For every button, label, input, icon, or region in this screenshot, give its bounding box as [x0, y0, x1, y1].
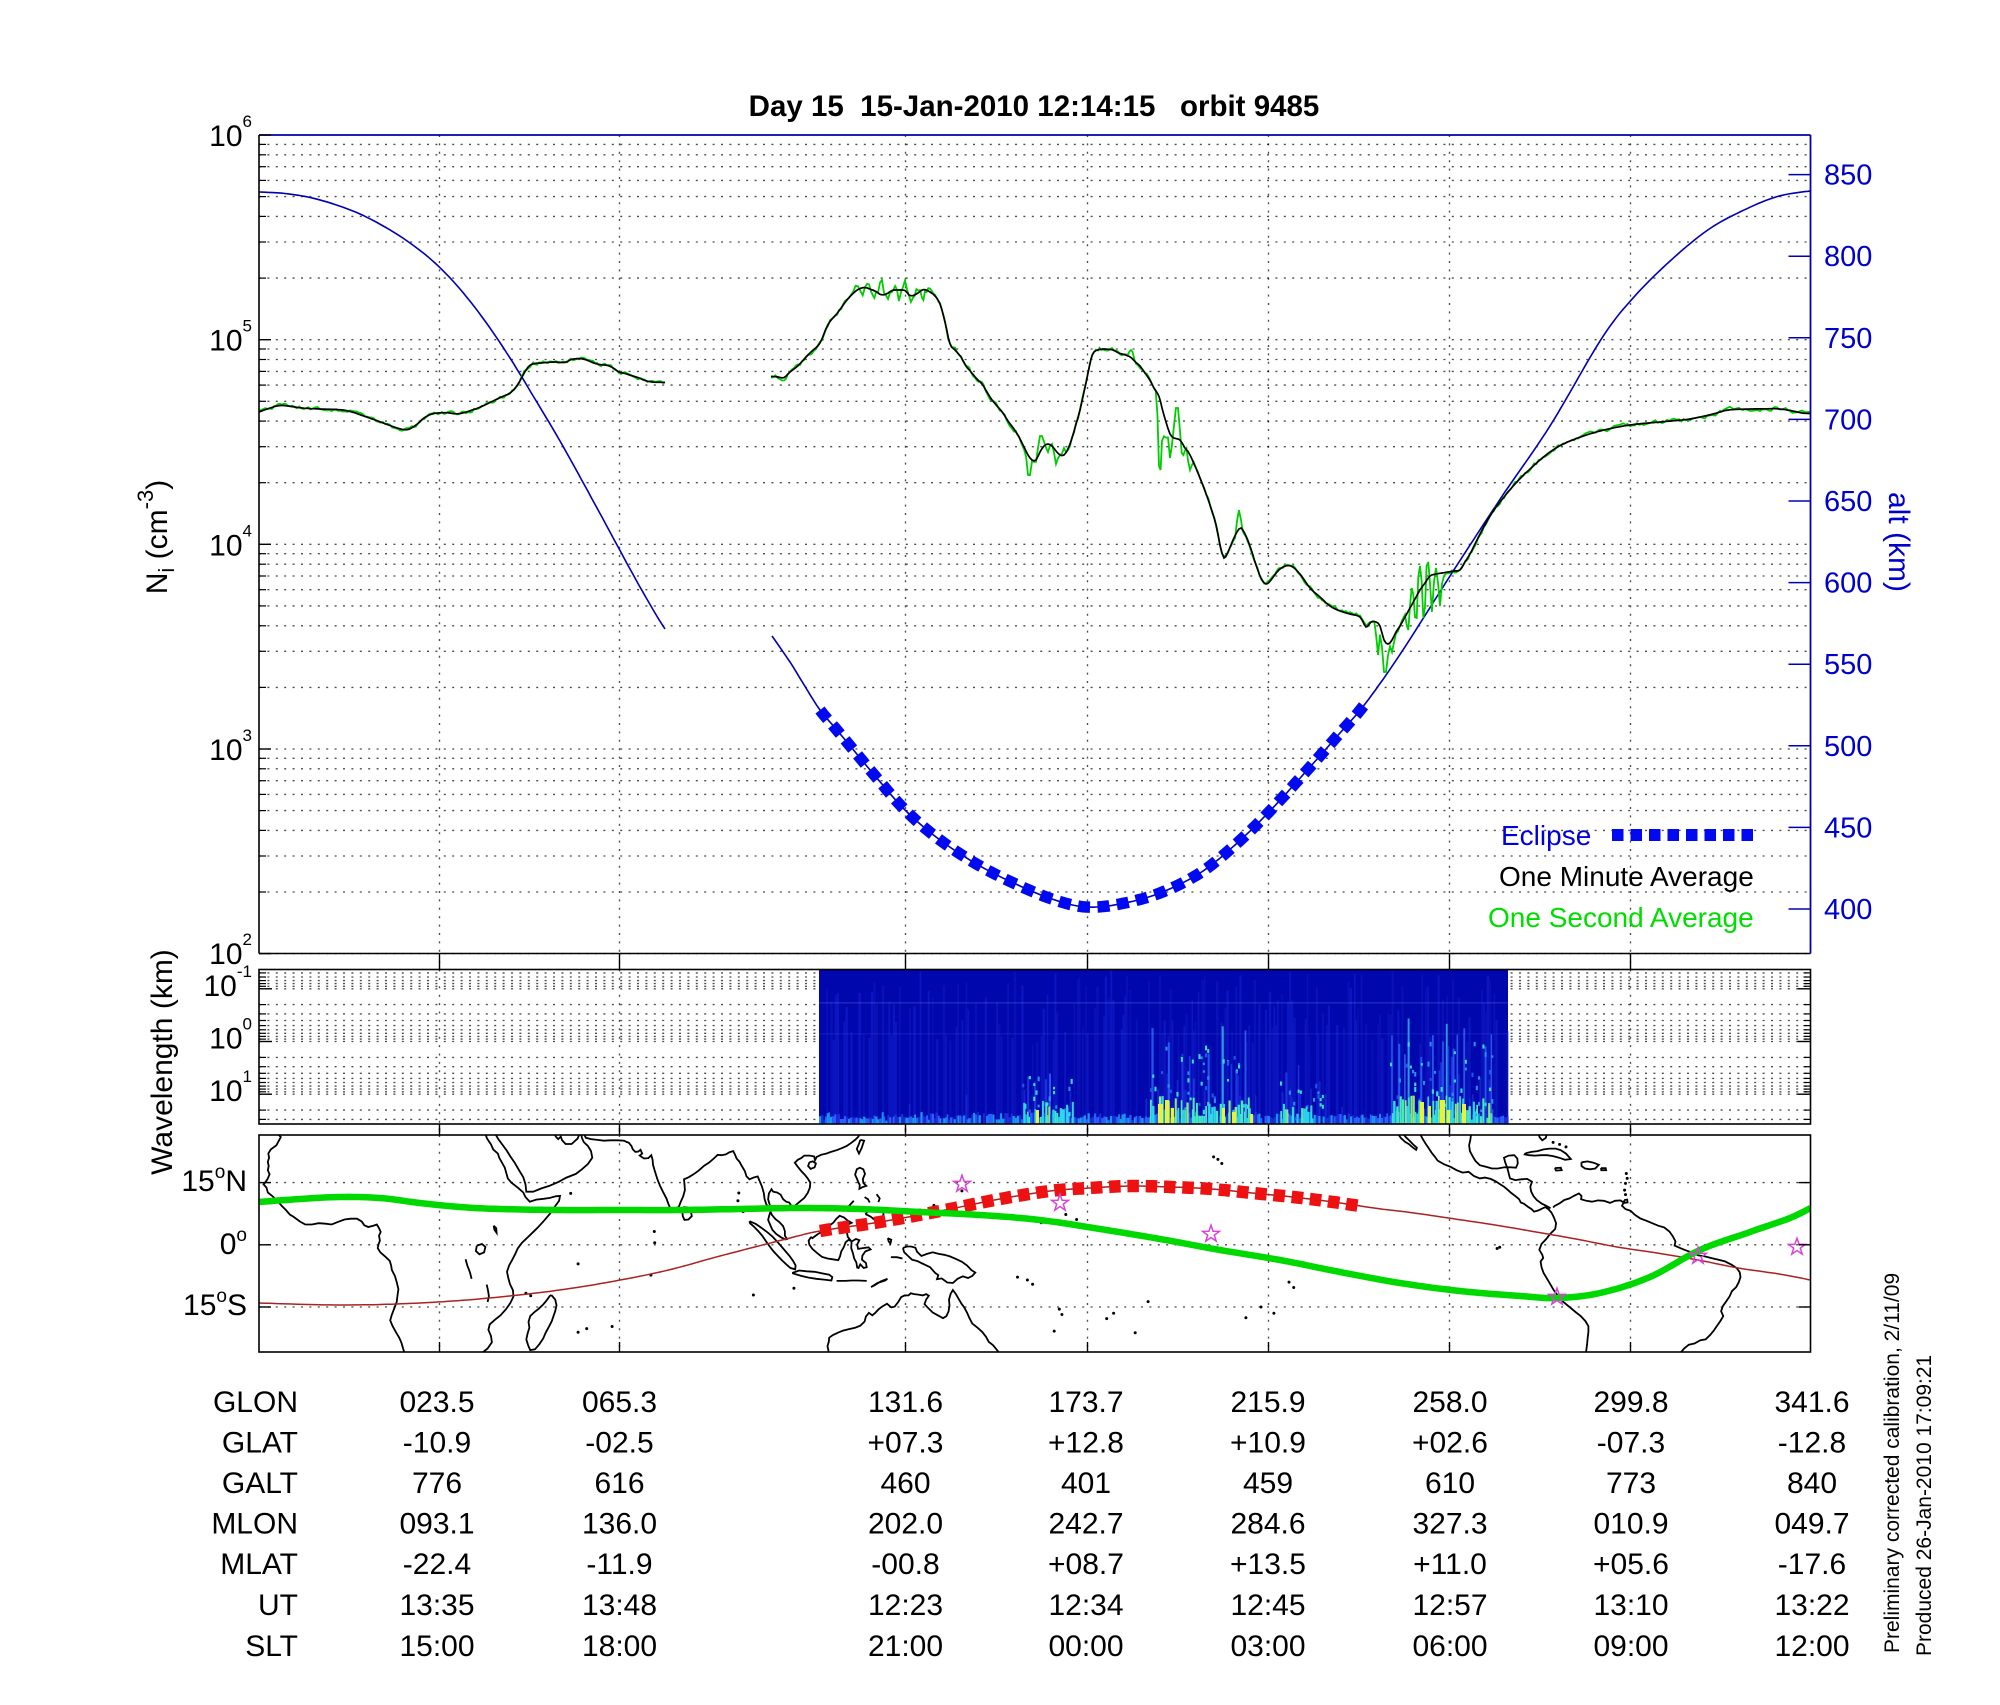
svg-text:00:00: 00:00 [1048, 1630, 1123, 1663]
svg-text:258.0: 258.0 [1412, 1386, 1487, 1419]
svg-text:SLT: SLT [245, 1630, 298, 1663]
svg-text:136.0: 136.0 [582, 1508, 657, 1541]
svg-text:15:00: 15:00 [399, 1630, 474, 1663]
svg-text:500: 500 [1824, 731, 1872, 763]
svg-text:750: 750 [1824, 323, 1872, 355]
svg-text:450: 450 [1824, 812, 1872, 844]
svg-text:400: 400 [1824, 894, 1872, 926]
svg-text:alt (km): alt (km) [1882, 492, 1915, 592]
svg-text:+11.0: +11.0 [1413, 1548, 1487, 1581]
svg-text:650: 650 [1824, 486, 1872, 518]
svg-text:15oN: 15oN [181, 1162, 247, 1198]
svg-text:202.0: 202.0 [868, 1508, 943, 1541]
svg-text:173.7: 173.7 [1048, 1386, 1123, 1419]
svg-text:610: 610 [1425, 1467, 1475, 1500]
svg-text:776: 776 [412, 1467, 462, 1500]
svg-text:+10.9: +10.9 [1230, 1427, 1306, 1460]
svg-text:-12.8: -12.8 [1778, 1427, 1846, 1460]
svg-text:700: 700 [1824, 404, 1872, 436]
svg-text:773: 773 [1606, 1467, 1656, 1500]
svg-text:21:00: 21:00 [868, 1630, 943, 1663]
svg-text:023.5: 023.5 [399, 1386, 474, 1419]
svg-text:MLAT: MLAT [220, 1548, 298, 1581]
svg-text:13:22: 13:22 [1774, 1589, 1849, 1622]
svg-text:-10.9: -10.9 [403, 1427, 471, 1460]
svg-text:093.1: 093.1 [399, 1508, 474, 1541]
svg-text:850: 850 [1824, 160, 1872, 192]
svg-text:+02.6: +02.6 [1412, 1427, 1488, 1460]
svg-text:327.3: 327.3 [1412, 1508, 1487, 1541]
svg-text:One Minute Average: One Minute Average [1499, 861, 1754, 892]
svg-text:-07.3: -07.3 [1597, 1427, 1665, 1460]
svg-text:065.3: 065.3 [582, 1386, 657, 1419]
svg-text:GLAT: GLAT [222, 1427, 298, 1460]
svg-text:06:00: 06:00 [1412, 1630, 1487, 1663]
svg-text:MLON: MLON [211, 1508, 298, 1541]
svg-text:+13.5: +13.5 [1230, 1548, 1306, 1581]
svg-text:Wavelength (km): Wavelength (km) [146, 949, 179, 1175]
svg-text:242.7: 242.7 [1048, 1508, 1123, 1541]
svg-text:+08.7: +08.7 [1048, 1548, 1124, 1581]
svg-text:13:35: 13:35 [399, 1589, 474, 1622]
svg-text:UT: UT [258, 1589, 298, 1622]
svg-text:-17.6: -17.6 [1778, 1548, 1846, 1581]
svg-text:+12.8: +12.8 [1048, 1427, 1124, 1460]
svg-text:299.8: 299.8 [1593, 1386, 1668, 1419]
svg-text:12:34: 12:34 [1048, 1589, 1123, 1622]
svg-text:-11.9: -11.9 [586, 1548, 652, 1581]
svg-text:15oS: 15oS [183, 1286, 247, 1322]
svg-text:284.6: 284.6 [1230, 1508, 1305, 1541]
svg-text:12:00: 12:00 [1774, 1630, 1849, 1663]
svg-text:010.9: 010.9 [1593, 1508, 1668, 1541]
svg-text:Preliminary corrected calibrat: Preliminary corrected calibration, 2/11/… [1881, 1273, 1904, 1653]
svg-text:+05.6: +05.6 [1593, 1548, 1669, 1581]
svg-text:12:57: 12:57 [1412, 1589, 1487, 1622]
svg-text:09:00: 09:00 [1593, 1630, 1668, 1663]
svg-text:341.6: 341.6 [1774, 1386, 1849, 1419]
svg-text:-00.8: -00.8 [871, 1548, 939, 1581]
svg-text:800: 800 [1824, 241, 1872, 273]
svg-text:600: 600 [1824, 568, 1872, 600]
svg-text:Produced 26-Jan-2010 17:09:21: Produced 26-Jan-2010 17:09:21 [1913, 1355, 1936, 1656]
svg-text:840: 840 [1787, 1467, 1837, 1500]
svg-text:03:00: 03:00 [1230, 1630, 1305, 1663]
svg-text:401: 401 [1061, 1467, 1111, 1500]
svg-text:12:45: 12:45 [1230, 1589, 1305, 1622]
svg-text:215.9: 215.9 [1230, 1386, 1305, 1419]
svg-text:Eclipse: Eclipse [1501, 820, 1591, 851]
svg-text:13:10: 13:10 [1593, 1589, 1668, 1622]
svg-text:GALT: GALT [222, 1467, 298, 1500]
svg-text:13:48: 13:48 [582, 1589, 657, 1622]
svg-text:-22.4: -22.4 [403, 1548, 471, 1581]
svg-text:616: 616 [594, 1467, 644, 1500]
svg-text:131.6: 131.6 [868, 1386, 943, 1419]
svg-text:One Second Average: One Second Average [1488, 902, 1754, 933]
svg-text:18:00: 18:00 [582, 1630, 657, 1663]
svg-text:12:23: 12:23 [868, 1589, 943, 1622]
svg-text:550: 550 [1824, 649, 1872, 681]
svg-text:+07.3: +07.3 [868, 1427, 944, 1460]
svg-text:459: 459 [1243, 1467, 1293, 1500]
svg-text:049.7: 049.7 [1774, 1508, 1849, 1541]
svg-text:Day 15 15-Jan-2010 12:14:15: Day 15 15-Jan-2010 12:14:15 orbit 9485 [749, 90, 1320, 123]
svg-text:-02.5: -02.5 [585, 1427, 653, 1460]
svg-text:460: 460 [880, 1467, 930, 1500]
svg-text:GLON: GLON [213, 1386, 298, 1419]
